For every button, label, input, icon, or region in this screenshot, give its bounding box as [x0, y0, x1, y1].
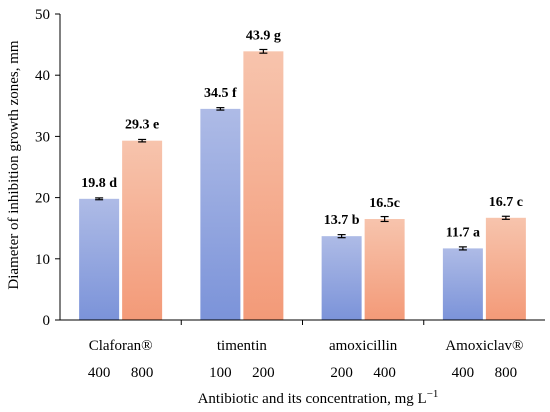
y-axis-title: Diameter of inhibition growth zones, mm — [6, 40, 22, 289]
bars-layer: 19.8 d 29.3 e 34.5 f 43.9 g 13.7 b 16.5c 11.7 … — [79, 28, 526, 320]
bar — [79, 198, 120, 320]
concentration-label: 800 — [495, 365, 518, 381]
y-tick-label: 20 — [35, 191, 50, 207]
data-label: 11.7 a — [446, 225, 480, 240]
data-label: 19.8 d — [81, 176, 117, 191]
y-axis: 0 10 20 30 40 50 — [35, 7, 61, 329]
concentration-label: 400 — [452, 365, 475, 381]
concentration-label: 800 — [131, 365, 154, 381]
bar — [321, 236, 362, 320]
bar — [200, 108, 241, 320]
bar — [364, 219, 405, 320]
category-label: timentin — [217, 338, 267, 354]
category-label: Amoxiclav® — [445, 338, 523, 354]
data-label: 34.5 f — [204, 86, 237, 101]
bar — [122, 140, 163, 320]
y-tick-label: 40 — [35, 68, 50, 84]
concentration-label: 100 — [209, 365, 232, 381]
data-label: 16.7 c — [489, 195, 523, 210]
bar — [243, 51, 284, 320]
concentration-label: 400 — [88, 365, 111, 381]
y-tick-label: 30 — [35, 129, 50, 145]
y-tick-label: 50 — [35, 7, 50, 23]
data-label: 43.9 g — [246, 28, 281, 43]
bar — [485, 217, 526, 320]
y-tick-label: 10 — [35, 252, 50, 268]
data-label: 13.7 b — [324, 213, 360, 228]
x-axis-title-text: Antibiotic and its concentration, mg L — [198, 391, 427, 407]
x-axis-title-superscript: −1 — [427, 388, 439, 400]
x-axis: Claforan® 400 800 timentin 100 200 amoxicillin… — [60, 319, 545, 381]
data-label: 29.3 e — [125, 118, 159, 133]
concentration-label: 200 — [330, 365, 353, 381]
y-tick-label: 0 — [43, 313, 51, 329]
category-label: amoxicillin — [329, 338, 398, 354]
category-label: Claforan® — [89, 338, 153, 354]
x-axis-title: Antibiotic and its concentration, mg L−1 — [198, 388, 439, 407]
bar — [442, 248, 483, 320]
concentration-label: 200 — [252, 365, 275, 381]
data-label: 16.5c — [369, 196, 400, 211]
concentration-label: 400 — [373, 365, 396, 381]
